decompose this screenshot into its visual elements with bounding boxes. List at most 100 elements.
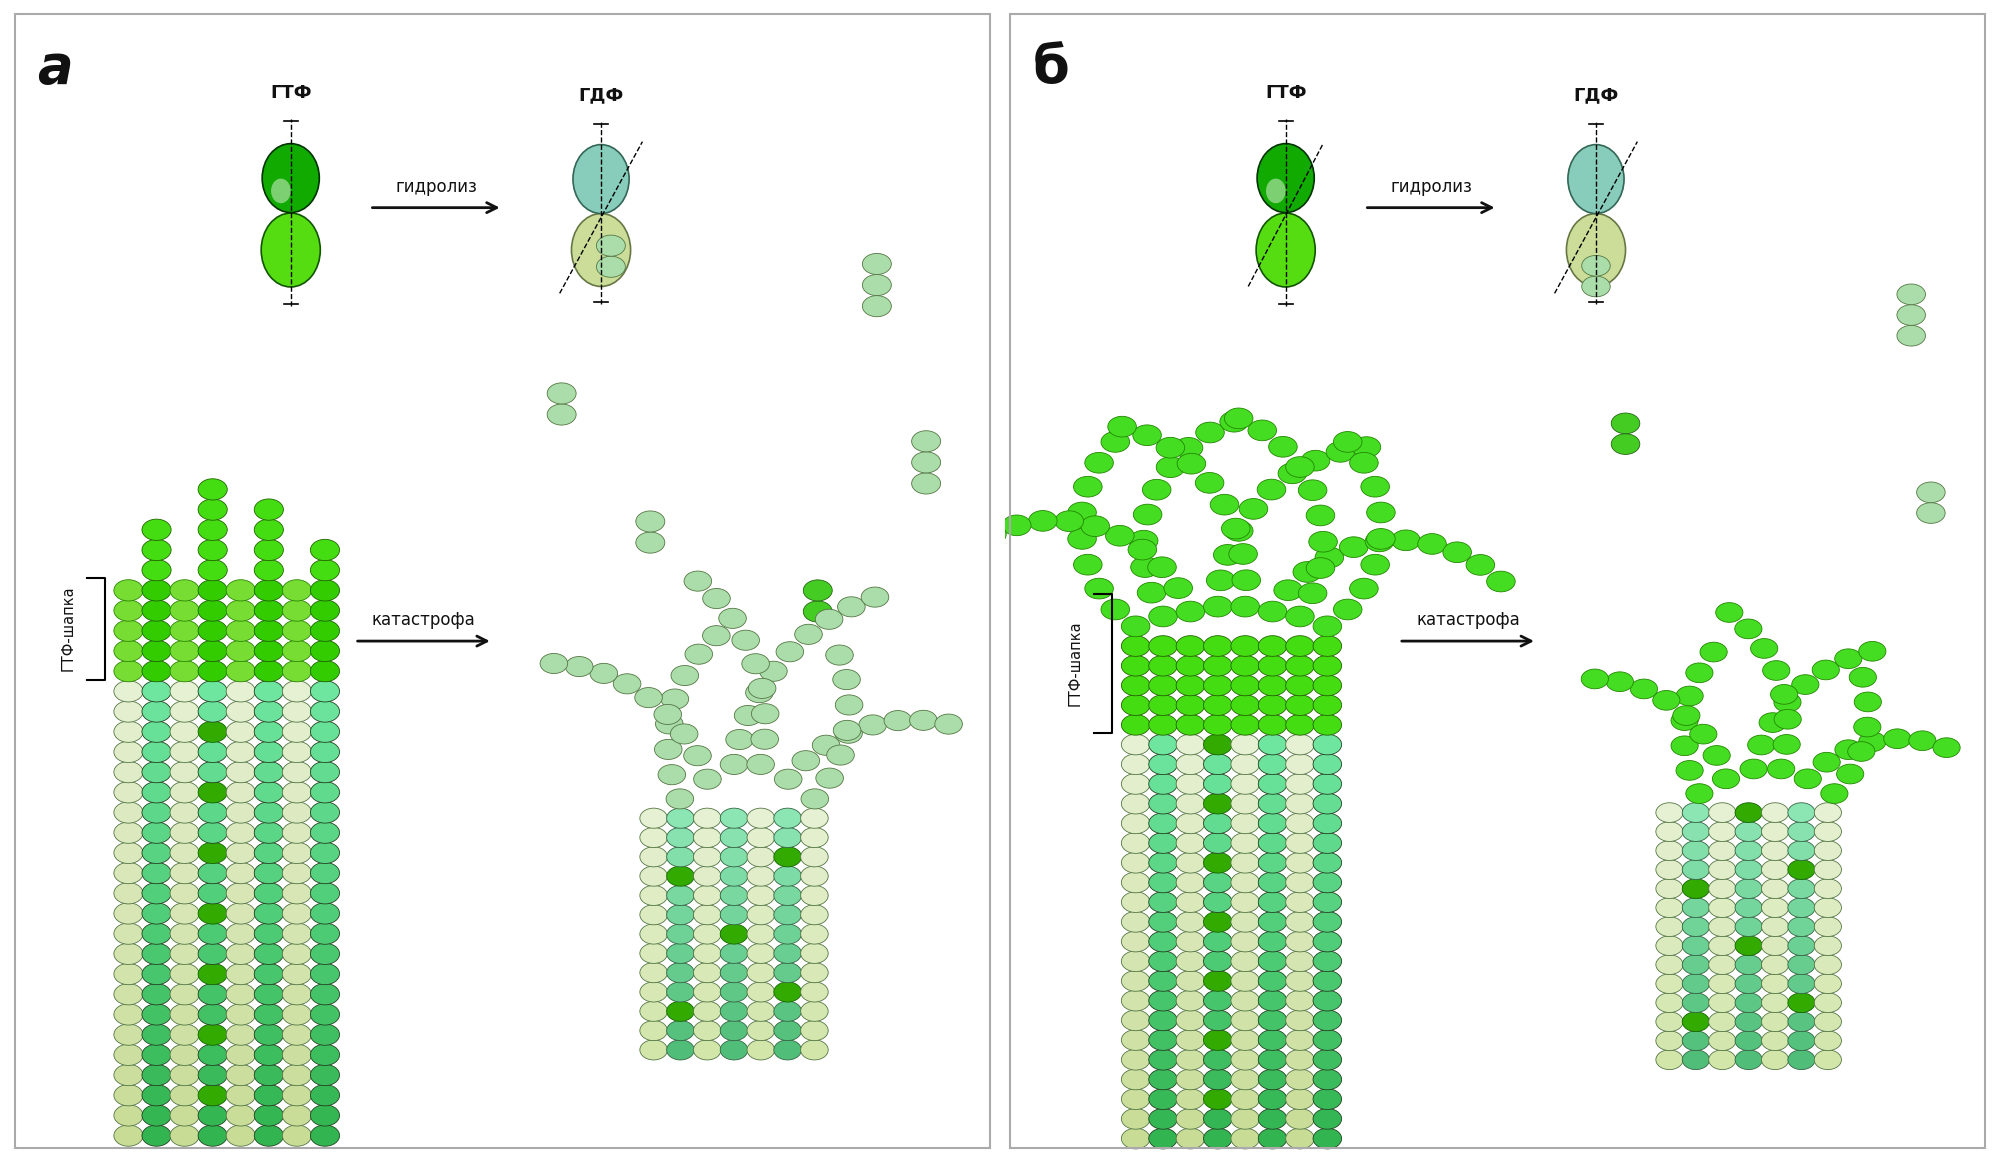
Ellipse shape <box>1176 1069 1204 1090</box>
Ellipse shape <box>114 1084 144 1106</box>
Ellipse shape <box>1690 724 1716 744</box>
Ellipse shape <box>310 741 340 762</box>
Ellipse shape <box>654 704 682 724</box>
Ellipse shape <box>666 905 694 925</box>
Ellipse shape <box>114 1125 144 1146</box>
Ellipse shape <box>226 660 256 682</box>
Ellipse shape <box>1286 813 1314 833</box>
Ellipse shape <box>282 580 312 601</box>
Ellipse shape <box>774 1020 802 1041</box>
Ellipse shape <box>1760 712 1786 732</box>
Ellipse shape <box>226 681 256 702</box>
Ellipse shape <box>1204 655 1232 676</box>
Ellipse shape <box>114 640 144 661</box>
Ellipse shape <box>1176 636 1204 657</box>
Ellipse shape <box>1762 841 1788 861</box>
Ellipse shape <box>1788 878 1816 898</box>
Ellipse shape <box>1708 803 1736 823</box>
Ellipse shape <box>170 903 200 924</box>
Ellipse shape <box>694 1002 722 1021</box>
Ellipse shape <box>666 962 694 983</box>
Ellipse shape <box>226 1064 256 1085</box>
Ellipse shape <box>1230 1069 1260 1090</box>
Ellipse shape <box>198 701 228 722</box>
Ellipse shape <box>1230 931 1260 952</box>
Ellipse shape <box>590 664 618 683</box>
Ellipse shape <box>1176 970 1204 991</box>
Ellipse shape <box>1814 992 1842 1012</box>
Ellipse shape <box>226 701 256 722</box>
Ellipse shape <box>1656 878 1684 898</box>
Ellipse shape <box>1230 951 1260 971</box>
Ellipse shape <box>254 944 284 964</box>
Ellipse shape <box>760 661 788 681</box>
Ellipse shape <box>1442 541 1472 562</box>
Ellipse shape <box>694 847 722 867</box>
Ellipse shape <box>282 1064 312 1085</box>
Ellipse shape <box>816 609 842 630</box>
Ellipse shape <box>1734 619 1762 639</box>
Ellipse shape <box>170 580 200 601</box>
Ellipse shape <box>720 754 748 774</box>
Ellipse shape <box>114 802 144 823</box>
Ellipse shape <box>666 924 694 944</box>
Ellipse shape <box>1788 935 1816 955</box>
Ellipse shape <box>1708 1031 1736 1050</box>
Ellipse shape <box>198 498 228 521</box>
Ellipse shape <box>1122 774 1150 795</box>
Ellipse shape <box>800 1040 828 1060</box>
Ellipse shape <box>1682 1031 1710 1050</box>
Ellipse shape <box>1854 717 1880 737</box>
Ellipse shape <box>1230 833 1260 853</box>
Ellipse shape <box>934 715 962 734</box>
Ellipse shape <box>1176 734 1204 755</box>
Ellipse shape <box>1652 690 1680 710</box>
Ellipse shape <box>1314 1109 1342 1129</box>
Ellipse shape <box>1286 655 1314 676</box>
Ellipse shape <box>1222 518 1250 539</box>
Ellipse shape <box>1258 931 1286 952</box>
Ellipse shape <box>254 782 284 803</box>
Ellipse shape <box>800 808 828 829</box>
Ellipse shape <box>282 681 312 702</box>
Ellipse shape <box>804 601 832 622</box>
Ellipse shape <box>1204 911 1232 932</box>
Ellipse shape <box>1286 853 1314 873</box>
Ellipse shape <box>1204 774 1232 795</box>
Ellipse shape <box>310 1024 340 1046</box>
Ellipse shape <box>1122 675 1150 696</box>
Ellipse shape <box>1708 898 1736 918</box>
Ellipse shape <box>1708 1012 1736 1032</box>
Ellipse shape <box>666 789 694 809</box>
Ellipse shape <box>1258 695 1286 716</box>
Text: б: б <box>1032 42 1070 94</box>
Ellipse shape <box>1148 970 1178 991</box>
Ellipse shape <box>1230 794 1260 813</box>
Ellipse shape <box>1314 636 1342 657</box>
Ellipse shape <box>640 962 668 983</box>
Ellipse shape <box>1768 759 1794 779</box>
Ellipse shape <box>666 1040 694 1060</box>
Ellipse shape <box>832 669 860 689</box>
Ellipse shape <box>1656 974 1684 994</box>
Ellipse shape <box>170 963 200 984</box>
Ellipse shape <box>1352 437 1380 458</box>
Ellipse shape <box>1774 734 1800 754</box>
Ellipse shape <box>142 1064 172 1085</box>
Ellipse shape <box>1682 935 1710 955</box>
Ellipse shape <box>1762 917 1788 937</box>
Ellipse shape <box>282 862 312 884</box>
Ellipse shape <box>1858 641 1886 661</box>
Ellipse shape <box>912 431 940 452</box>
Ellipse shape <box>1286 911 1314 932</box>
Ellipse shape <box>640 847 668 867</box>
Ellipse shape <box>114 923 144 945</box>
Ellipse shape <box>1122 1089 1150 1110</box>
Ellipse shape <box>1708 935 1736 955</box>
Ellipse shape <box>142 923 172 945</box>
Ellipse shape <box>1896 325 1926 346</box>
Ellipse shape <box>198 802 228 823</box>
Ellipse shape <box>170 862 200 884</box>
Ellipse shape <box>198 519 228 540</box>
Ellipse shape <box>1314 1030 1342 1050</box>
